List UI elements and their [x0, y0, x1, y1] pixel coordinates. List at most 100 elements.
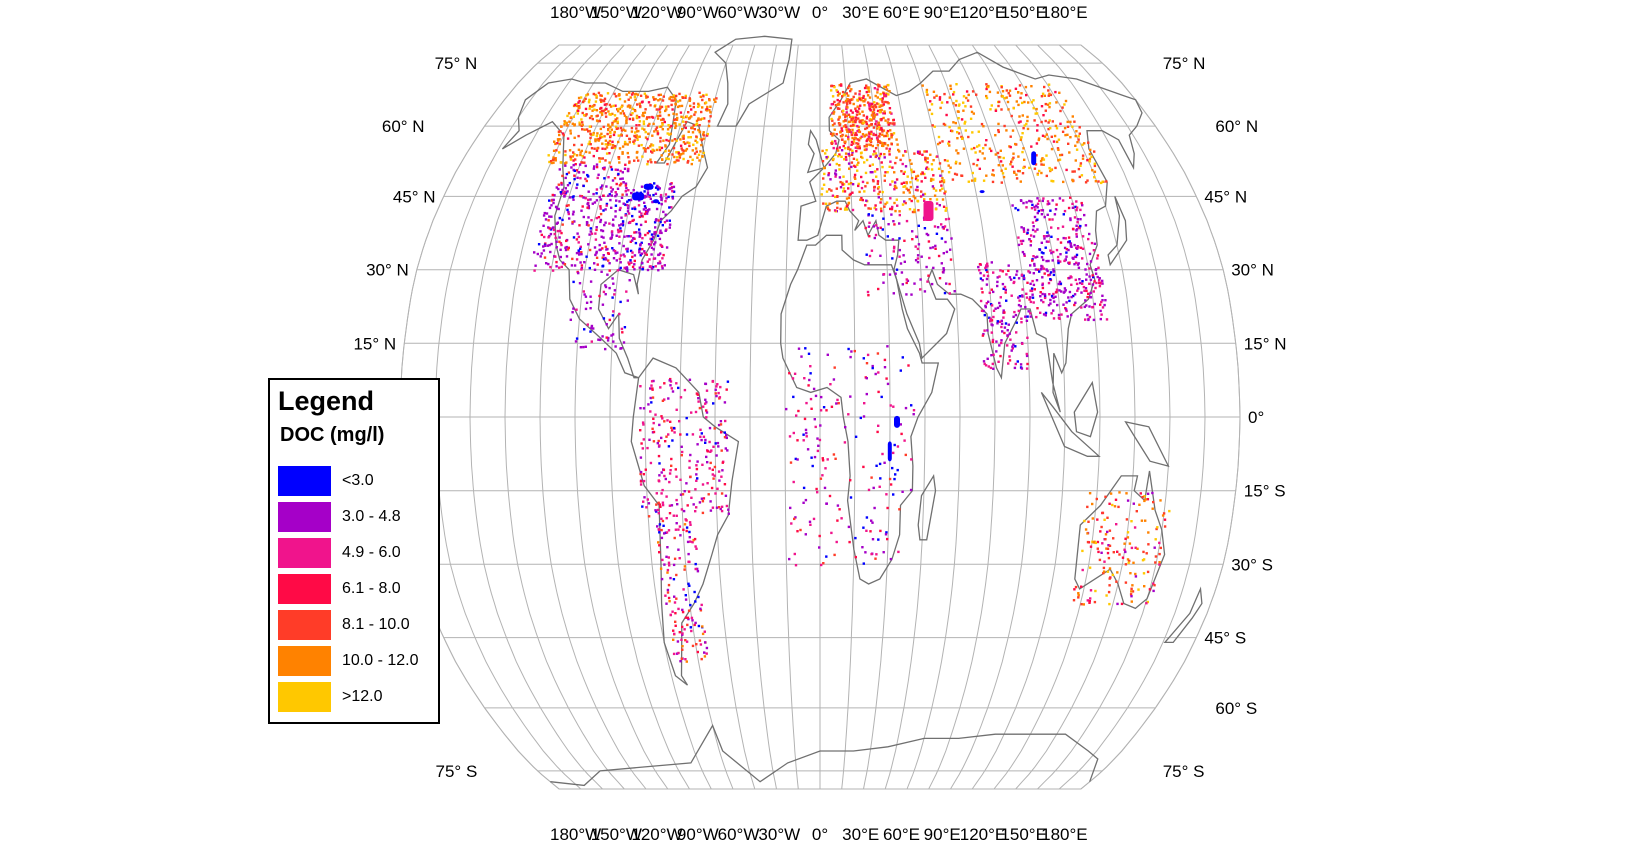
doc-sample-point — [1048, 102, 1052, 105]
doc-sample-point — [913, 152, 916, 155]
doc-sample-point — [713, 465, 717, 469]
doc-sample-point — [875, 137, 879, 140]
doc-sample-point — [671, 139, 674, 142]
doc-sample-point — [1163, 518, 1167, 521]
doc-sample-point — [791, 377, 795, 380]
doc-sample-point — [597, 216, 601, 219]
doc-sample-point — [628, 160, 631, 163]
doc-sample-point — [631, 207, 634, 210]
doc-sample-point — [643, 128, 646, 131]
doc-sample-point — [1006, 334, 1009, 337]
doc-sample-point — [674, 124, 678, 128]
doc-sample-point — [1079, 218, 1082, 221]
doc-sample-point — [980, 122, 984, 126]
doc-sample-point — [619, 229, 622, 233]
doc-sample-point — [1015, 100, 1018, 103]
doc-sample-point — [669, 384, 672, 387]
doc-sample-point — [671, 390, 675, 393]
doc-sample-point — [1052, 270, 1055, 273]
doc-sample-point — [1061, 106, 1064, 109]
doc-sample-point — [1039, 295, 1042, 298]
doc-sample-point — [1163, 525, 1167, 528]
doc-sample-point — [1096, 257, 1099, 260]
doc-sample-point — [948, 125, 951, 129]
doc-sample-point — [1112, 537, 1115, 540]
doc-sample-point — [1082, 603, 1085, 606]
doc-sample-point — [854, 116, 858, 119]
doc-sample-point — [924, 156, 927, 159]
doc-sample-point — [785, 407, 788, 411]
doc-sample-point — [608, 143, 611, 146]
doc-sample-point — [600, 100, 603, 103]
doc-sample-point — [675, 475, 678, 478]
doc-sample-point — [857, 161, 860, 164]
doc-sample-point — [625, 203, 628, 207]
doc-sample-point — [887, 223, 890, 226]
doc-sample-point — [688, 536, 691, 539]
doc-sample-point — [1067, 142, 1070, 145]
doc-sample-point — [643, 212, 647, 216]
doc-sample-point — [1080, 201, 1083, 205]
doc-sample-point — [1060, 290, 1063, 293]
doc-sample-point — [1137, 588, 1140, 591]
doc-sample-point — [690, 616, 694, 620]
doc-sample-point — [971, 171, 974, 175]
doc-sample-point — [1015, 273, 1018, 276]
doc-sample-point — [604, 245, 608, 248]
doc-sample-point — [1072, 257, 1075, 260]
doc-sample-point — [1141, 495, 1144, 499]
doc-sample-point — [661, 128, 664, 131]
doc-sample-point — [886, 134, 889, 138]
doc-sample-point — [847, 413, 850, 416]
doc-sample-point — [587, 130, 590, 133]
doc-sample-point — [594, 93, 597, 97]
doc-sample-point — [994, 109, 998, 112]
coordinate-label: 60°W — [718, 3, 760, 22]
doc-sample-point — [819, 424, 822, 427]
doc-sample-point — [550, 161, 554, 165]
doc-sample-point — [565, 172, 569, 176]
doc-sample-point — [930, 163, 934, 166]
doc-sample-point — [684, 639, 687, 642]
doc-sample-point — [555, 186, 558, 189]
doc-sample-point — [590, 232, 594, 235]
doc-sample-point — [1045, 133, 1048, 136]
coordinate-label: 60° N — [1215, 117, 1258, 136]
doc-sample-point — [625, 116, 628, 119]
doc-sample-point — [847, 113, 851, 116]
doc-sample-point — [874, 233, 878, 237]
doc-sample-point — [1090, 241, 1094, 245]
doc-sample-point — [941, 140, 944, 143]
doc-sample-point — [651, 388, 654, 391]
doc-sample-point — [671, 197, 675, 200]
doc-sample-point — [656, 184, 659, 188]
legend-label: 6.1 - 8.0 — [342, 580, 401, 597]
doc-sample-point — [788, 435, 792, 438]
doc-sample-point — [1046, 137, 1049, 141]
doc-sample-point — [706, 132, 709, 136]
doc-sample-point — [682, 134, 685, 137]
doc-sample-point — [871, 163, 874, 166]
doc-sample-point — [565, 245, 568, 249]
doc-sample-point — [1048, 293, 1051, 296]
doc-sample-point — [1003, 285, 1007, 289]
doc-sample-point — [1128, 542, 1132, 545]
doc-sample-point — [589, 280, 593, 283]
doc-sample-point — [1082, 285, 1086, 289]
doc-sample-point — [672, 146, 676, 150]
doc-sample-point — [661, 117, 665, 121]
doc-sample-point — [923, 199, 926, 203]
doc-sample-point — [935, 94, 938, 97]
doc-sample-point — [699, 643, 703, 646]
doc-sample-point — [937, 167, 941, 170]
doc-sample-point — [1028, 199, 1031, 203]
doc-sample-point — [826, 353, 829, 356]
doc-sample-point — [634, 131, 637, 134]
doc-sample-point — [862, 562, 865, 565]
doc-sample-point — [660, 471, 663, 474]
doc-sample-point — [847, 162, 851, 165]
doc-sample-point — [1009, 163, 1012, 166]
doc-sample-point — [830, 142, 834, 145]
doc-sample-point — [1011, 129, 1015, 132]
